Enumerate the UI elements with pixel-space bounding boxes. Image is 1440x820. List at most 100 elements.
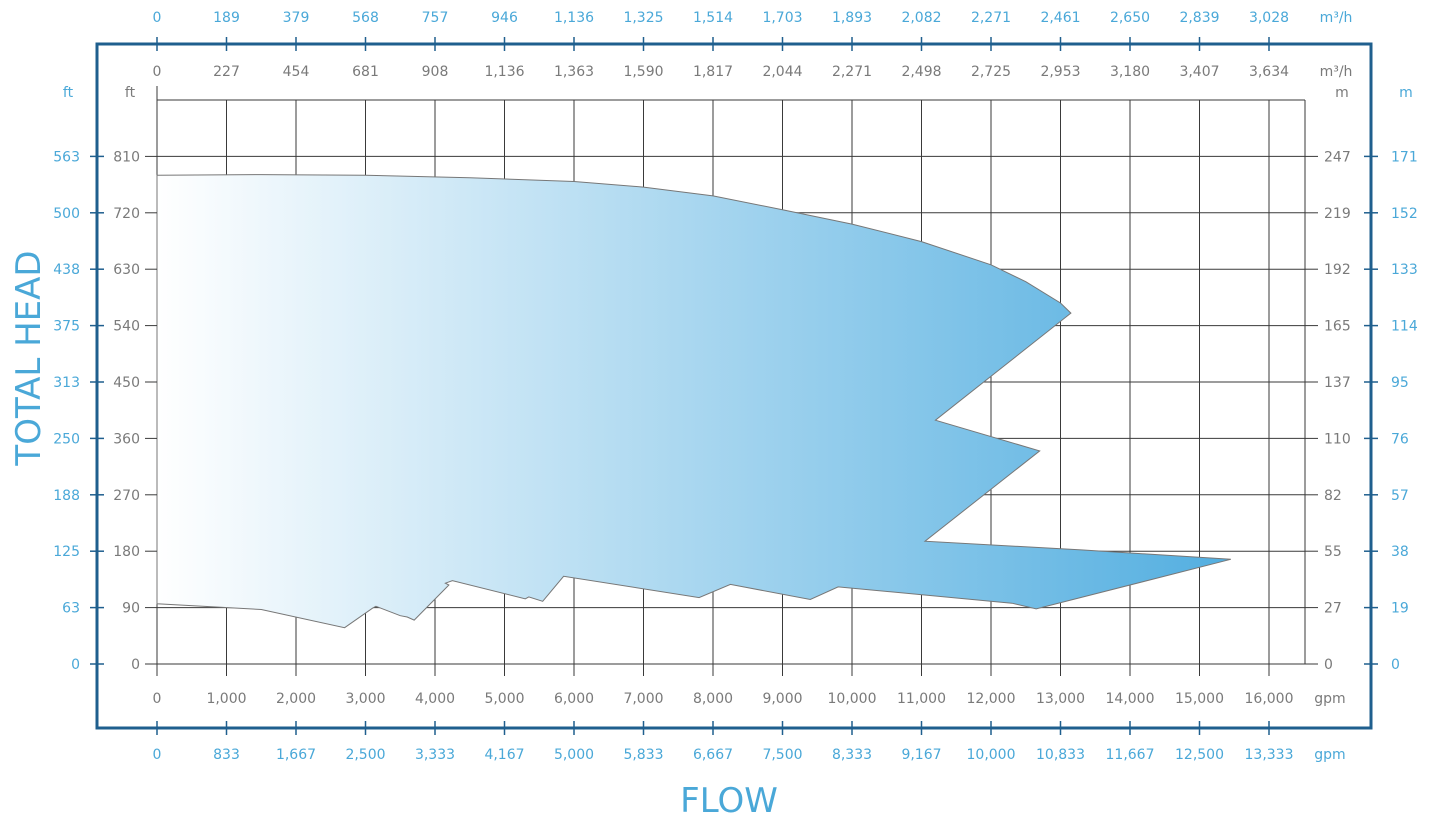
tick-label-left-inner: 630 <box>113 262 140 278</box>
tick-label-bottom-outer: 11,667 <box>1106 747 1155 763</box>
tick-label-bottom-outer: 10,833 <box>1036 747 1085 763</box>
unit-label-left-outer: ft <box>63 85 74 101</box>
tick-label-top-inner: 227 <box>213 64 240 80</box>
tick-label-left-outer: 438 <box>53 262 80 278</box>
tick-label-top-inner: 1,136 <box>484 64 524 80</box>
tick-label-left-outer: 313 <box>53 375 80 391</box>
tick-label-right-inner: 192 <box>1324 262 1351 278</box>
tick-label-bottom-outer: 13,333 <box>1245 747 1294 763</box>
tick-label-left-inner: 270 <box>113 488 140 504</box>
tick-label-right-inner: 55 <box>1324 544 1342 560</box>
tick-label-left-inner: 90 <box>122 601 140 617</box>
tick-label-top-outer: 3,028 <box>1249 10 1289 26</box>
unit-label-top-inner: m³/h <box>1320 64 1353 80</box>
tick-label-top-inner: 1,590 <box>623 64 663 80</box>
tick-label-bottom-inner: 10,000 <box>828 691 877 707</box>
tick-label-left-inner: 810 <box>113 149 140 165</box>
tick-label-right-outer: 76 <box>1391 431 1409 447</box>
tick-label-right-inner: 165 <box>1324 319 1351 335</box>
tick-label-right-outer: 19 <box>1391 601 1409 617</box>
tick-label-bottom-outer: 5,000 <box>554 747 594 763</box>
unit-label-left-inner: ft <box>125 85 136 101</box>
tick-label-right-outer: 133 <box>1391 262 1418 278</box>
tick-label-top-inner: 3,180 <box>1110 64 1150 80</box>
tick-label-left-outer: 500 <box>53 206 80 222</box>
tick-label-bottom-inner: 12,000 <box>967 691 1016 707</box>
unit-label-right-outer: m <box>1399 85 1413 101</box>
tick-label-left-inner: 540 <box>113 319 140 335</box>
tick-label-bottom-outer: 2,500 <box>345 747 385 763</box>
tick-label-bottom-outer: 1,667 <box>276 747 316 763</box>
operating-range-area <box>156 174 1231 629</box>
tick-label-right-inner: 0 <box>1324 657 1333 673</box>
tick-label-bottom-inner: 7,000 <box>623 691 663 707</box>
tick-label-right-inner: 247 <box>1324 149 1351 165</box>
tick-label-top-inner: 2,953 <box>1040 64 1080 80</box>
tick-label-left-inner: 720 <box>113 206 140 222</box>
tick-label-top-outer: 1,136 <box>554 10 594 26</box>
tick-label-top-outer: 1,703 <box>762 10 802 26</box>
tick-label-bottom-outer: 7,500 <box>762 747 802 763</box>
tick-label-bottom-inner: 2,000 <box>276 691 316 707</box>
tick-label-left-outer: 63 <box>62 601 80 617</box>
tick-label-left-inner: 180 <box>113 544 140 560</box>
tick-label-right-outer: 57 <box>1391 488 1409 504</box>
tick-label-bottom-outer: 0 <box>153 747 162 763</box>
tick-label-bottom-inner: 13,000 <box>1036 691 1085 707</box>
x-axis-title: FLOW <box>680 781 778 820</box>
tick-label-top-outer: 1,325 <box>623 10 663 26</box>
tick-label-top-inner: 454 <box>283 64 310 80</box>
tick-label-right-inner: 27 <box>1324 601 1342 617</box>
tick-label-top-outer: 757 <box>422 10 449 26</box>
tick-label-left-outer: 563 <box>53 149 80 165</box>
tick-label-bottom-inner: 9,000 <box>762 691 802 707</box>
tick-label-bottom-outer: 9,167 <box>901 747 941 763</box>
tick-label-right-outer: 171 <box>1391 149 1418 165</box>
unit-label-top-outer: m³/h <box>1320 10 1353 26</box>
tick-label-top-outer: 2,650 <box>1110 10 1150 26</box>
tick-label-top-inner: 2,271 <box>832 64 872 80</box>
y-axis-title: TOTAL HEAD <box>9 250 49 466</box>
tick-label-right-inner: 137 <box>1324 375 1351 391</box>
tick-label-bottom-inner: 8,000 <box>693 691 733 707</box>
tick-label-top-outer: 946 <box>491 10 518 26</box>
tick-label-top-inner: 2,044 <box>762 64 802 80</box>
tick-label-top-inner: 3,407 <box>1179 64 1219 80</box>
tick-label-right-outer: 114 <box>1391 319 1418 335</box>
tick-label-bottom-inner: 4,000 <box>415 691 455 707</box>
tick-label-right-inner: 82 <box>1324 488 1342 504</box>
tick-label-bottom-outer: 3,333 <box>415 747 455 763</box>
outer-frame <box>95 42 1373 730</box>
tick-label-bottom-inner: 6,000 <box>554 691 594 707</box>
tick-label-bottom-outer: 8,333 <box>832 747 872 763</box>
tick-label-top-outer: 568 <box>352 10 379 26</box>
tick-label-bottom-inner: 14,000 <box>1106 691 1155 707</box>
tick-label-bottom-inner: 0 <box>153 691 162 707</box>
tick-label-top-inner: 908 <box>422 64 449 80</box>
tick-label-top-outer: 2,461 <box>1040 10 1080 26</box>
tick-label-bottom-outer: 10,000 <box>967 747 1016 763</box>
tick-label-bottom-outer: 5,833 <box>623 747 663 763</box>
tick-label-left-inner: 450 <box>113 375 140 391</box>
tick-label-left-outer: 250 <box>53 431 80 447</box>
tick-label-right-outer: 152 <box>1391 206 1418 222</box>
tick-label-right-outer: 38 <box>1391 544 1409 560</box>
tick-label-top-inner: 2,725 <box>971 64 1011 80</box>
tick-label-top-inner: 0 <box>153 64 162 80</box>
tick-label-right-outer: 0 <box>1391 657 1400 673</box>
tick-label-left-outer: 375 <box>53 319 80 335</box>
tick-label-left-inner: 0 <box>131 657 140 673</box>
tick-label-bottom-inner: 5,000 <box>484 691 524 707</box>
tick-label-top-outer: 1,514 <box>693 10 733 26</box>
tick-label-top-outer: 1,893 <box>832 10 872 26</box>
tick-label-top-inner: 1,817 <box>693 64 733 80</box>
tick-label-bottom-inner: 16,000 <box>1245 691 1294 707</box>
tick-label-left-outer: 0 <box>71 657 80 673</box>
tick-label-right-inner: 110 <box>1324 431 1351 447</box>
tick-label-top-outer: 2,082 <box>901 10 941 26</box>
unit-label-bottom-inner: gpm <box>1314 691 1345 707</box>
tick-label-bottom-inner: 11,000 <box>897 691 946 707</box>
tick-label-left-inner: 360 <box>113 431 140 447</box>
tick-label-left-outer: 125 <box>53 544 80 560</box>
tick-label-bottom-inner: 1,000 <box>206 691 246 707</box>
